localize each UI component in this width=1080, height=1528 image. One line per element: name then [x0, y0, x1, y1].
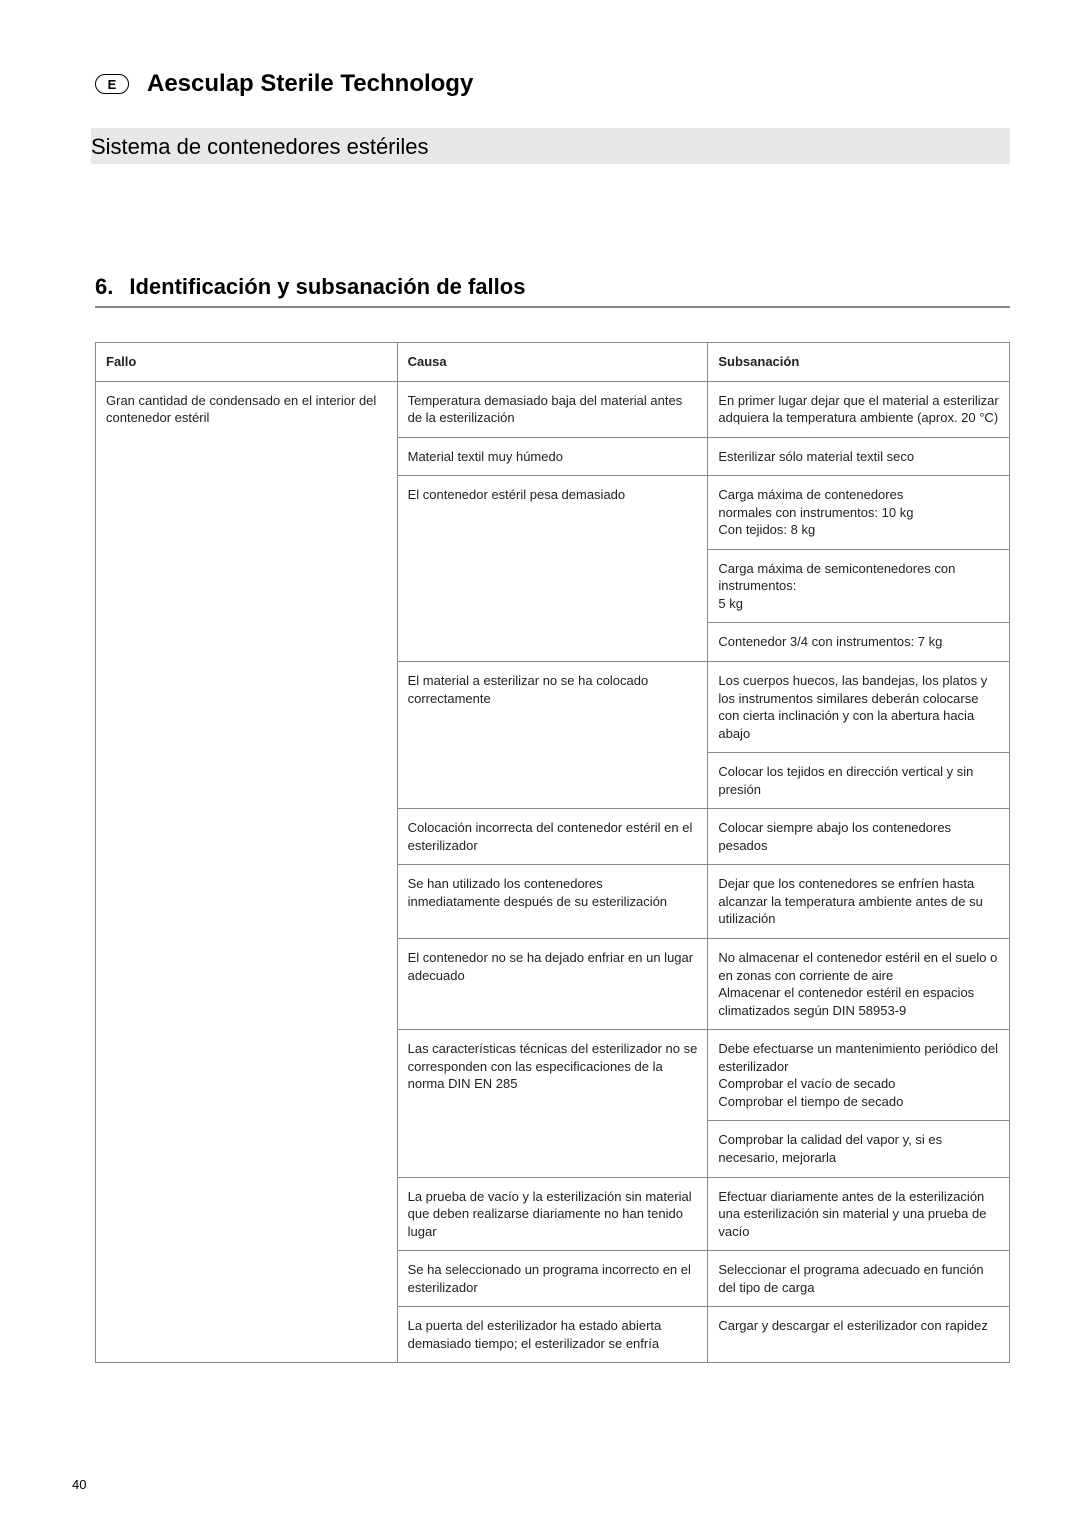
cell-c2: El material a esterilizar no se ha coloc… [397, 662, 708, 809]
section-number: 6. [95, 274, 113, 300]
cell-c3: Esterilizar sólo material textil seco [708, 437, 1010, 476]
cell-c3: Colocar siempre abajo los contenedores p… [708, 809, 1010, 865]
language-badge: E [95, 74, 129, 94]
subtitle-bar: Sistema de contenedores estériles [91, 128, 1010, 164]
cell-c3: Carga máxima de contenedoresnormales con… [708, 476, 1010, 550]
cell-c3: Los cuerpos huecos, las bandejas, los pl… [708, 662, 1010, 753]
table-header-row: Fallo Causa Subsanación [96, 343, 1010, 382]
table-row: Gran cantidad de condensado en el interi… [96, 381, 1010, 437]
cell-c3: Efectuar diariamente antes de la esteril… [708, 1177, 1010, 1251]
faults-table: Fallo Causa Subsanación Gran cantidad de… [95, 342, 1010, 1363]
cell-c2: Las características técnicas del esteril… [397, 1030, 708, 1177]
cell-c3: Seleccionar el programa adecuado en func… [708, 1251, 1010, 1307]
cell-c1: Gran cantidad de condensado en el interi… [96, 381, 398, 1363]
cell-c2: La puerta del esterilizador ha estado ab… [397, 1307, 708, 1363]
cell-c3: Colocar los tejidos en dirección vertica… [708, 753, 1010, 809]
section-rule [95, 306, 1010, 308]
cell-c3: Dejar que los contenedores se enfríen ha… [708, 865, 1010, 939]
cell-c3: Contenedor 3/4 con instrumentos: 7 kg [708, 623, 1010, 662]
cell-c3: Comprobar la calidad del vapor y, si es … [708, 1121, 1010, 1177]
cell-c2: Se han utilizado los contenedores inmedi… [397, 865, 708, 939]
cell-c2: El contenedor estéril pesa demasiado [397, 476, 708, 662]
section-title: Identificación y subsanación de fallos [129, 274, 525, 300]
cell-c3: En primer lugar dejar que el material a … [708, 381, 1010, 437]
table-body: Gran cantidad de condensado en el interi… [96, 381, 1010, 1363]
th-fallo: Fallo [96, 343, 398, 382]
cell-c3: No almacenar el contenedor estéril en el… [708, 939, 1010, 1030]
cell-c2: Colocación incorrecta del contenedor est… [397, 809, 708, 865]
cell-c3: Debe efectuarse un mantenimiento periódi… [708, 1030, 1010, 1121]
cell-c2: La prueba de vacío y la esterilización s… [397, 1177, 708, 1251]
cell-c3: Cargar y descargar el esterilizador con … [708, 1307, 1010, 1363]
cell-c2: El contenedor no se ha dejado enfriar en… [397, 939, 708, 1030]
header-row: E Aesculap Sterile Technology [95, 70, 1010, 98]
th-causa: Causa [397, 343, 708, 382]
page-number: 40 [72, 1477, 86, 1492]
cell-c3: Carga máxima de semicontenedores con ins… [708, 549, 1010, 623]
section-heading: 6. Identificación y subsanación de fallo… [95, 274, 1010, 300]
th-subsanacion: Subsanación [708, 343, 1010, 382]
cell-c2: Temperatura demasiado baja del material … [397, 381, 708, 437]
cell-c2: Se ha seleccionado un programa incorrect… [397, 1251, 708, 1307]
brand-title: Aesculap Sterile Technology [147, 70, 473, 98]
cell-c2: Material textil muy húmedo [397, 437, 708, 476]
